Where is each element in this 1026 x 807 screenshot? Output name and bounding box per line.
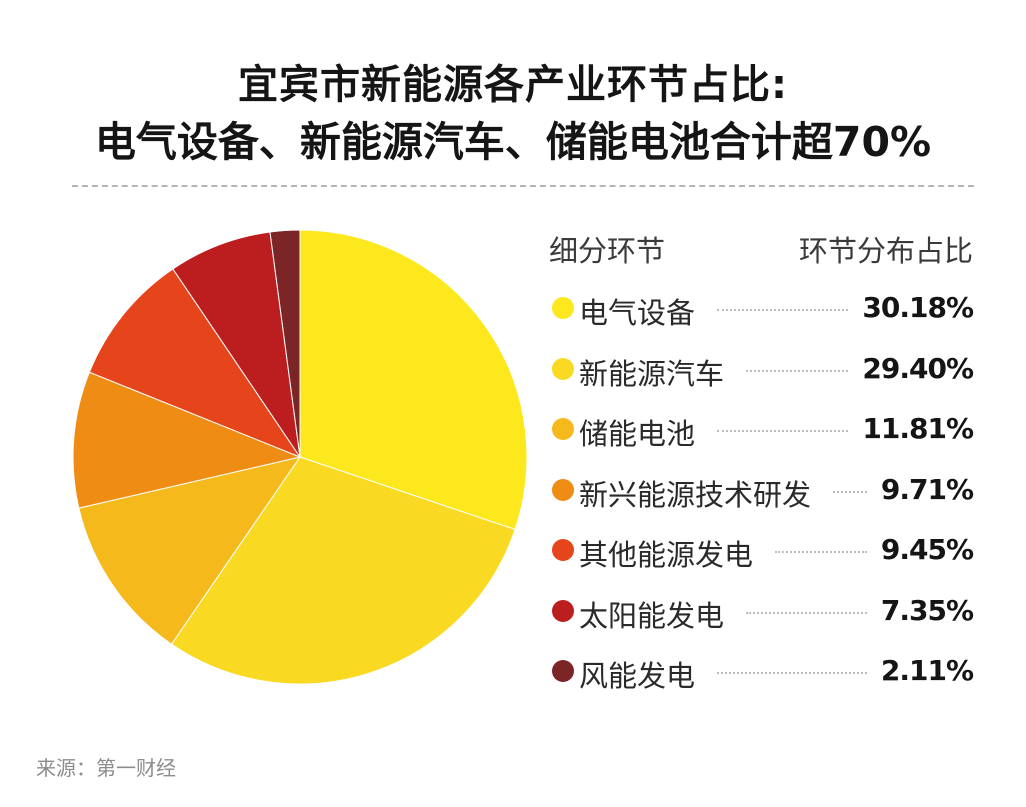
chart-title-line2: 电气设备、新能源汽车、储能电池合计超70% bbox=[94, 118, 932, 166]
pie-slice-3 bbox=[72, 371, 302, 509]
pie-slice-2 bbox=[78, 456, 302, 645]
legend-header-segment: 细分环节 bbox=[549, 234, 666, 268]
legend-label: 太阳能发电 bbox=[579, 598, 725, 633]
legend-header-share: 环节分布占比 bbox=[798, 234, 973, 268]
legend-label: 新兴能源技术研发 bbox=[579, 477, 812, 512]
legend-value: 30.18% bbox=[862, 291, 974, 324]
legend-leader-line bbox=[717, 309, 848, 311]
legend-label: 储能电池 bbox=[579, 417, 696, 451]
legend-swatch bbox=[552, 660, 574, 682]
legend-label: 电气设备 bbox=[579, 296, 696, 330]
legend-swatch bbox=[552, 357, 574, 380]
legend-label: 新能源汽车 bbox=[579, 356, 725, 391]
chart-title-line1: 宜宾市新能源各产业环节占比: bbox=[238, 62, 788, 108]
legend-leader-line bbox=[775, 551, 867, 553]
legend-value: 9.71% bbox=[880, 472, 974, 506]
legend-leader-line bbox=[833, 490, 867, 493]
legend-item: 太阳能发电 7.35% bbox=[549, 591, 974, 633]
legend-swatch bbox=[552, 418, 574, 440]
legend-leader-line bbox=[746, 369, 848, 372]
legend-item: 其他能源发电 9.45% bbox=[549, 530, 974, 572]
pie-slice-6 bbox=[269, 229, 301, 458]
source-note: 来源：第一财经 bbox=[36, 756, 176, 780]
legend-value: 11.81% bbox=[862, 412, 974, 445]
legend-swatch bbox=[552, 539, 574, 561]
legend-swatch bbox=[552, 599, 574, 622]
legend-swatch bbox=[552, 297, 574, 319]
legend-item: 储能电池 11.81% bbox=[549, 409, 974, 451]
legend-swatch bbox=[552, 478, 574, 501]
legend-leader-line bbox=[717, 430, 848, 432]
legend-label: 其他能源发电 bbox=[579, 538, 754, 572]
title-divider bbox=[72, 185, 974, 187]
legend-leader-line bbox=[746, 611, 867, 614]
legend-item: 风能发电 2.11% bbox=[549, 651, 974, 693]
legend-leader-line bbox=[717, 672, 867, 674]
legend-value: 7.35% bbox=[880, 593, 974, 627]
legend-item: 新能源汽车 29.40% bbox=[549, 349, 974, 391]
pie-slice-5 bbox=[172, 231, 301, 458]
legend-value: 9.45% bbox=[880, 533, 974, 566]
pie-slice-1 bbox=[170, 456, 516, 685]
legend-item: 电气设备 30.18% bbox=[549, 288, 974, 330]
pie-slice-4 bbox=[88, 268, 302, 459]
legend-value: 2.11% bbox=[880, 654, 974, 687]
legend-item: 新兴能源技术研发 9.71% bbox=[549, 470, 974, 512]
legend-label: 风能发电 bbox=[579, 659, 696, 693]
legend-value: 29.40% bbox=[862, 351, 974, 385]
pie-slice-0 bbox=[299, 229, 528, 531]
